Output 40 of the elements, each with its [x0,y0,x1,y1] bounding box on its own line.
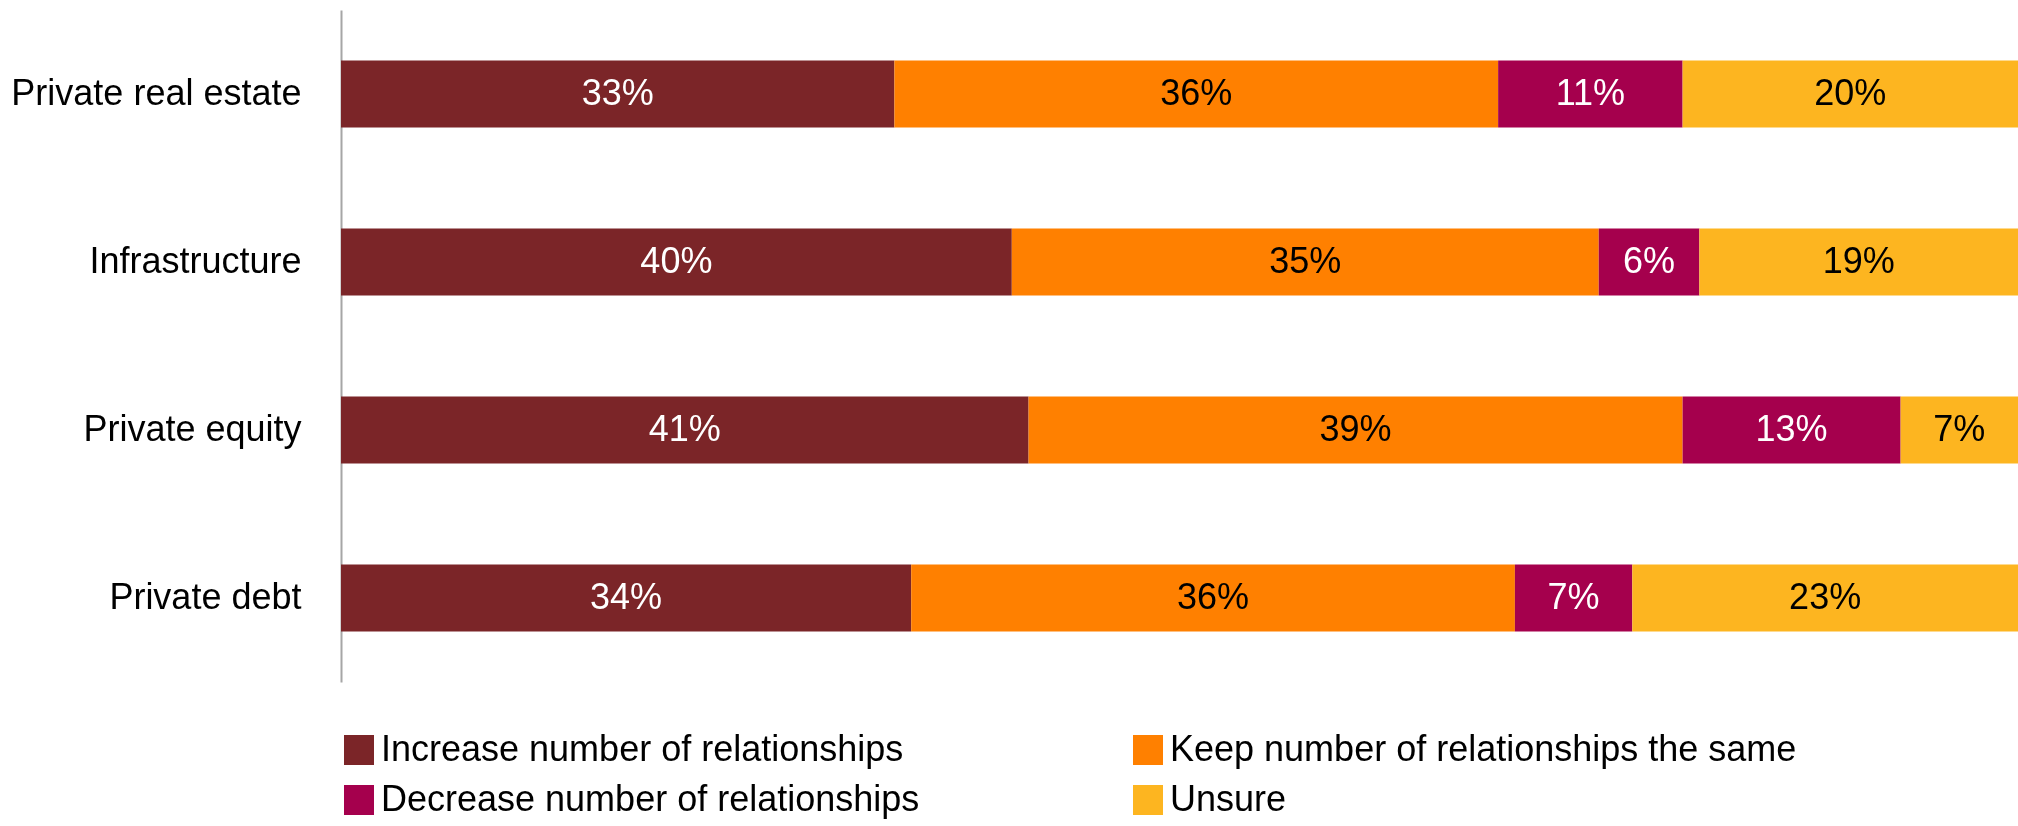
bar [1682,60,2018,128]
data-label: 41% [648,408,721,449]
data-label: 6% [1623,240,1676,281]
bar [1498,60,1683,128]
data-label: 40% [640,240,713,281]
y-tick-label: Private debt [109,576,302,617]
bar [1699,228,2018,296]
legend-label: Keep number of relationships the same [1170,728,1797,769]
data-label: 35% [1269,240,1342,281]
data-label: 34% [590,576,663,617]
legend-label: Decrease number of relationships [381,778,920,819]
bar [911,564,1515,632]
bar [1011,228,1599,296]
bar [1514,564,1633,632]
data-label: 11% [1555,72,1626,113]
data-label: 13% [1755,408,1828,449]
bar [1632,564,2018,632]
legend-label: Unsure [1170,778,1287,819]
data-label: 7% [1547,576,1600,617]
bar [341,396,1029,464]
bar [1028,396,1683,464]
bar [341,60,895,128]
y-tick-label: Private equity [83,408,302,449]
bar [341,228,1012,296]
bar [894,60,1499,128]
data-label: 33% [581,72,654,113]
data-label: 36% [1177,576,1250,617]
data-label: 39% [1319,408,1392,449]
data-label: 23% [1789,576,1862,617]
data-label: 36% [1160,72,1233,113]
data-label: 19% [1822,240,1895,281]
data-label: 20% [1814,72,1887,113]
bar [1682,396,1901,464]
legend-label: Increase number of relationships [381,728,904,769]
bar [1900,396,2018,464]
data-label: 7% [1933,408,1986,449]
y-tick-label: Infrastructure [89,240,302,281]
bar [341,564,912,632]
bar [1598,228,1700,296]
y-tick-label: Private real estate [11,72,302,113]
